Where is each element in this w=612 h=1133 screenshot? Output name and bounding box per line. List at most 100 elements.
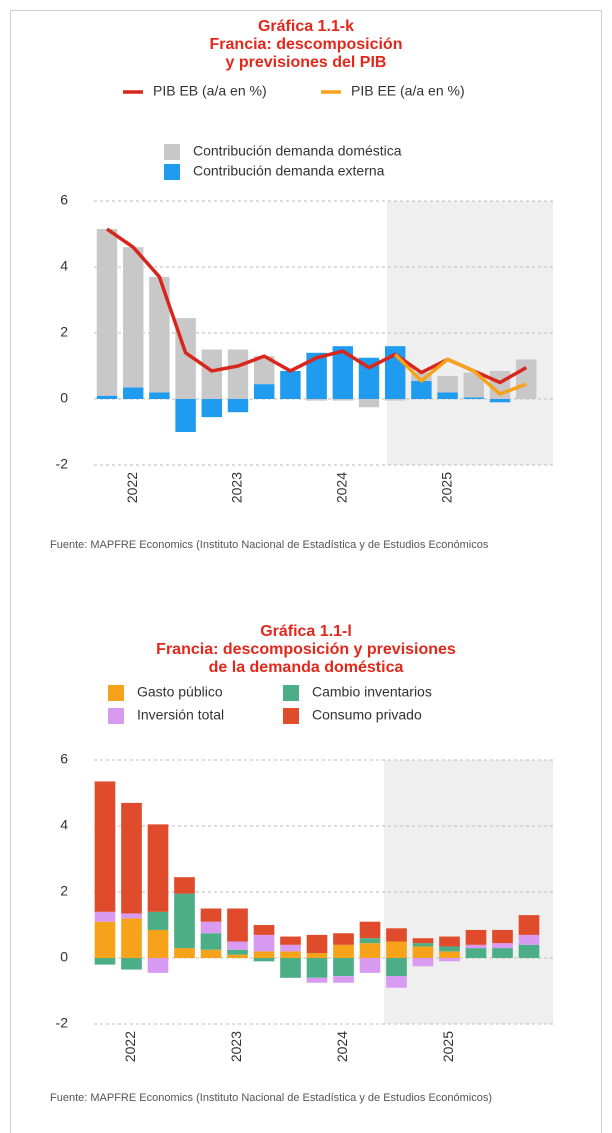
chart-title: y previsiones del PIB bbox=[226, 54, 387, 71]
bar bbox=[94, 921, 116, 958]
bar bbox=[280, 958, 301, 978]
bar bbox=[280, 951, 301, 958]
source-note: Fuente: MAPFRE Economics (Instituto Naci… bbox=[50, 539, 489, 551]
y-tick-label: 4 bbox=[60, 817, 68, 833]
y-tick-label: 2 bbox=[60, 883, 68, 899]
bar bbox=[306, 977, 328, 983]
bar bbox=[201, 399, 223, 418]
bar bbox=[518, 934, 540, 945]
chart-title: de la demanda doméstica bbox=[209, 659, 404, 676]
bar bbox=[280, 944, 301, 952]
bar bbox=[96, 229, 118, 396]
bar bbox=[359, 921, 381, 939]
bar bbox=[253, 951, 275, 958]
bar bbox=[411, 380, 432, 399]
bar bbox=[94, 911, 116, 922]
bar bbox=[492, 948, 513, 958]
legend-label: Gasto público bbox=[137, 684, 223, 700]
bar bbox=[333, 933, 354, 945]
legend-label: Contribución demanda doméstica bbox=[193, 143, 402, 159]
bar bbox=[121, 918, 142, 958]
legend-label: PIB EB (a/a en %) bbox=[153, 83, 267, 99]
y-tick-label: -2 bbox=[56, 1015, 69, 1031]
bar bbox=[201, 349, 223, 399]
legend-label: Inversión total bbox=[137, 707, 224, 723]
bar bbox=[412, 958, 434, 967]
legend-label: Cambio inventarios bbox=[312, 684, 432, 700]
bar bbox=[333, 944, 354, 958]
legend-label: Consumo privado bbox=[312, 707, 422, 723]
bar bbox=[439, 936, 460, 947]
x-tick-label: 2024 bbox=[334, 1031, 350, 1062]
bar bbox=[200, 921, 222, 934]
bar bbox=[253, 384, 275, 399]
bar bbox=[253, 356, 275, 385]
bar bbox=[227, 349, 249, 399]
bar bbox=[358, 399, 380, 408]
line bbox=[393, 353, 527, 396]
x-tick-label: 2022 bbox=[122, 1031, 138, 1062]
bar bbox=[465, 948, 487, 958]
bar bbox=[358, 357, 380, 399]
bar bbox=[306, 934, 328, 954]
bar bbox=[149, 392, 170, 399]
legend-swatch bbox=[283, 708, 299, 724]
bar bbox=[253, 958, 275, 962]
bar bbox=[227, 908, 248, 942]
bar bbox=[518, 944, 540, 958]
chart-title: Francia: descomposición bbox=[210, 36, 403, 53]
bar bbox=[96, 395, 118, 399]
y-tick-label: 6 bbox=[60, 192, 68, 208]
bar bbox=[359, 943, 381, 958]
legend-label: PIB EE (a/a en %) bbox=[351, 83, 465, 99]
legend-swatch bbox=[108, 685, 124, 701]
bar bbox=[518, 915, 540, 935]
bar bbox=[465, 944, 487, 949]
bar bbox=[492, 943, 513, 949]
legend-swatch bbox=[164, 144, 180, 160]
bar bbox=[386, 941, 407, 958]
bar bbox=[359, 938, 381, 944]
bar bbox=[306, 953, 328, 958]
legend-swatch bbox=[108, 708, 124, 724]
x-tick-label: 2022 bbox=[124, 472, 140, 503]
x-tick-label: 2025 bbox=[440, 1031, 456, 1062]
bar bbox=[227, 949, 248, 955]
bar bbox=[515, 359, 537, 399]
bar bbox=[489, 399, 511, 403]
bar bbox=[386, 928, 407, 942]
legend-swatch bbox=[283, 685, 299, 701]
chart-title: Gráfica 1.1-l bbox=[260, 623, 352, 640]
bar bbox=[121, 958, 142, 970]
bar bbox=[384, 399, 406, 401]
bar bbox=[122, 387, 144, 399]
x-tick-label: 2023 bbox=[228, 1031, 244, 1062]
bar bbox=[386, 958, 407, 977]
bar bbox=[147, 911, 169, 930]
bar bbox=[147, 824, 169, 912]
bar bbox=[437, 375, 458, 393]
bar bbox=[147, 958, 169, 973]
bar bbox=[227, 941, 248, 950]
bar bbox=[412, 943, 434, 947]
x-tick-label: 2023 bbox=[229, 472, 245, 503]
bar bbox=[174, 893, 195, 949]
bar bbox=[227, 954, 248, 958]
bar bbox=[175, 399, 196, 432]
bar bbox=[492, 929, 513, 944]
y-tick-label: 6 bbox=[60, 751, 68, 767]
bar bbox=[439, 958, 460, 962]
bar bbox=[200, 933, 222, 950]
bar bbox=[149, 276, 170, 393]
legend-label: Contribución demanda externa bbox=[193, 163, 385, 179]
y-tick-label: 0 bbox=[60, 390, 68, 406]
bar bbox=[332, 399, 354, 401]
bar bbox=[412, 938, 434, 944]
bar bbox=[463, 372, 485, 398]
bar bbox=[439, 946, 460, 952]
bar bbox=[147, 929, 169, 958]
bar bbox=[463, 397, 485, 399]
y-tick-label: -2 bbox=[56, 456, 69, 472]
